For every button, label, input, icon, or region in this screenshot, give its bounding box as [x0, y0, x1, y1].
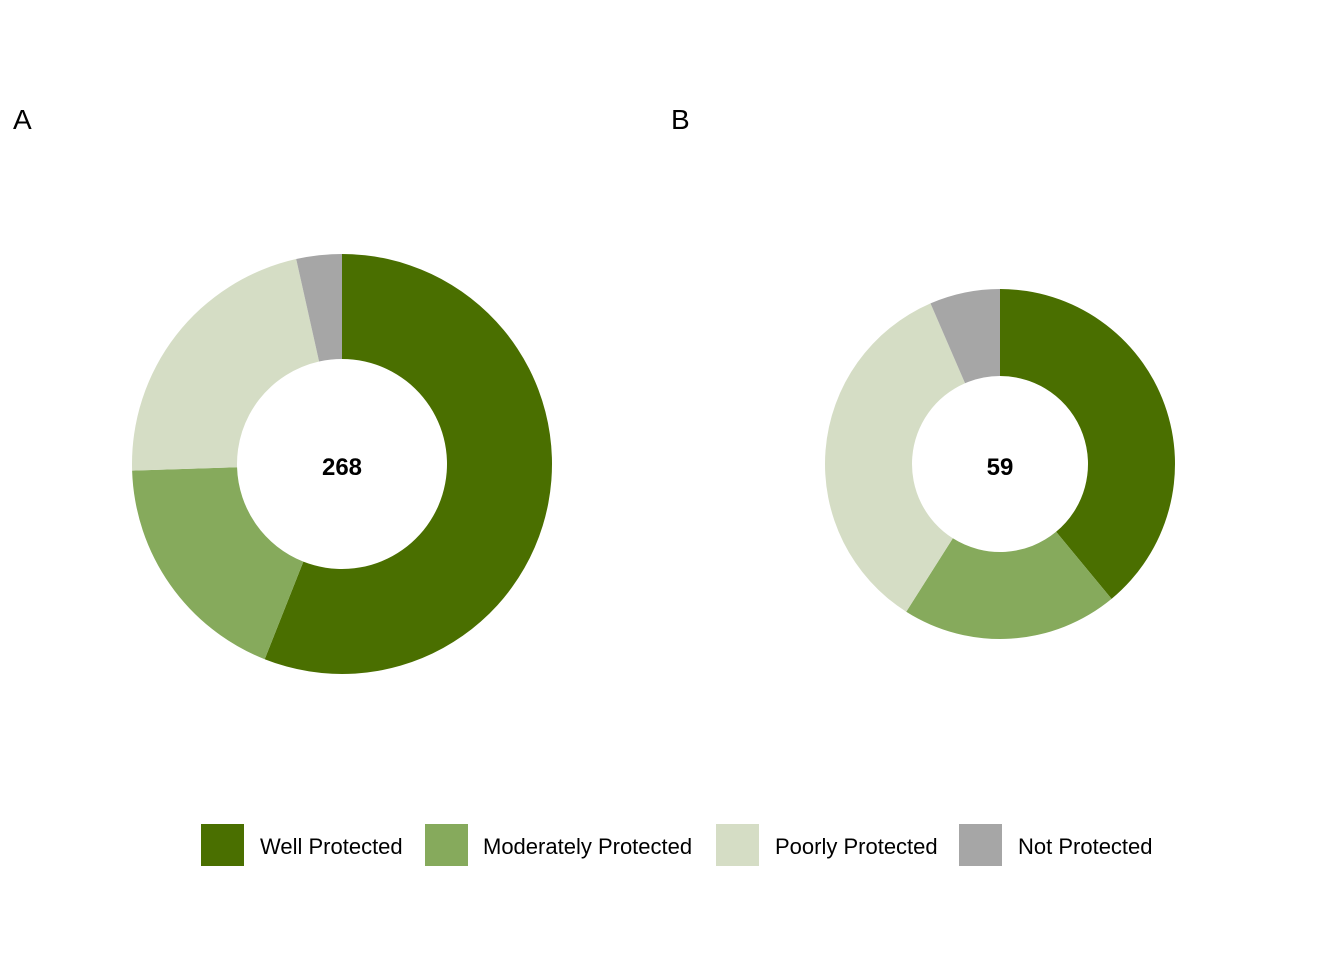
slice-a-not-protected [296, 254, 342, 362]
legend-key-not-protected [959, 824, 1002, 866]
legend-key-well-protected [201, 824, 244, 866]
panel-label-a: A [13, 104, 32, 135]
center-count-a: 268 [322, 454, 362, 481]
slice-b-poorly-protected [824, 303, 966, 612]
donut-slices-a [132, 254, 552, 674]
donut-slices-b [824, 289, 1176, 640]
slice-a-well-protected [264, 254, 552, 674]
donut-panel-b: B 59 [671, 104, 1176, 640]
center-count-b: 59 [987, 454, 1014, 481]
slice-b-well-protected [1000, 289, 1176, 599]
slice-a-poorly-protected [132, 259, 320, 471]
legend-key-poorly-protected [716, 824, 759, 866]
legend-label-well-protected: Well Protected [260, 834, 403, 859]
slice-b-moderately-protected [906, 531, 1112, 640]
slice-a-moderately-protected [132, 467, 304, 660]
legend-label-poorly-protected: Poorly Protected [775, 834, 938, 859]
slice-b-not-protected [930, 289, 1000, 384]
legend-label-moderately-protected: Moderately Protected [483, 834, 692, 859]
legend-label-not-protected: Not Protected [1018, 834, 1153, 859]
donut-panel-a: A 268 [13, 104, 552, 674]
panel-label-b: B [671, 104, 690, 135]
legend: Well Protected Moderately Protected Poor… [201, 824, 1153, 866]
legend-key-moderately-protected [425, 824, 468, 866]
